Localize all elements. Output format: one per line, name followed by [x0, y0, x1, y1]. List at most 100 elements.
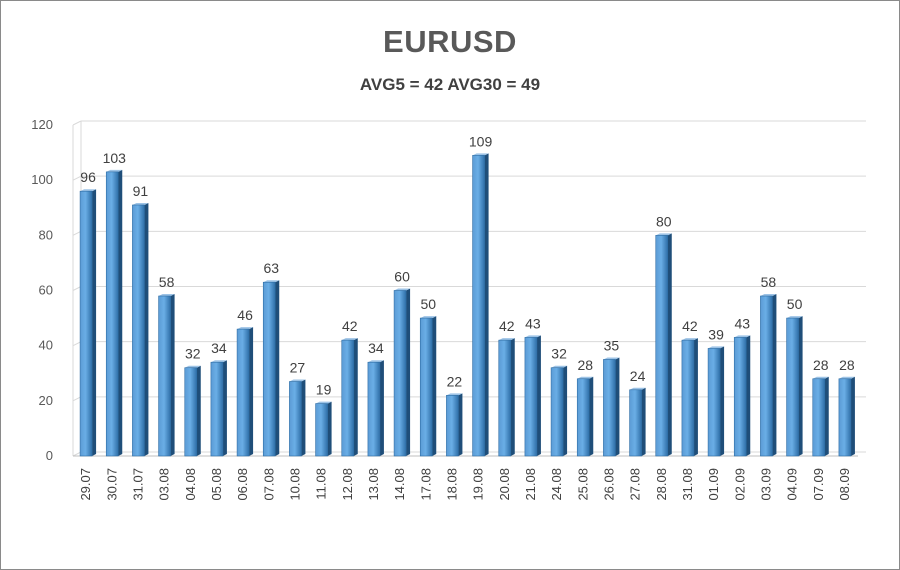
bar — [760, 295, 773, 457]
bar — [812, 378, 826, 457]
x-tick-label: 04.08 — [183, 468, 198, 501]
y-tick-label: 120 — [31, 117, 53, 132]
gridline-depth — [72, 396, 82, 402]
bar-top — [734, 335, 751, 338]
y-tick-label: 60 — [39, 283, 53, 298]
bar-top — [629, 387, 646, 390]
x-tick-label: 24.08 — [549, 468, 564, 501]
data-label: 80 — [656, 213, 672, 229]
data-label: 103 — [103, 150, 127, 166]
bar-top — [237, 327, 254, 330]
data-label: 63 — [263, 260, 279, 276]
bar-top — [158, 294, 175, 297]
bar-side — [249, 327, 254, 456]
data-label: 60 — [394, 269, 410, 285]
data-label: 58 — [761, 274, 777, 290]
bar — [733, 337, 747, 457]
gridline-depth — [72, 286, 82, 291]
bar-top — [80, 189, 97, 192]
bar-top — [289, 379, 306, 382]
bar-side — [170, 294, 175, 456]
bar — [79, 190, 93, 457]
y-tick-label: 20 — [39, 393, 53, 408]
bar — [132, 204, 145, 457]
bars — [79, 153, 855, 457]
bar — [786, 317, 799, 457]
x-tick-label: 28.08 — [654, 468, 669, 501]
gridline-depth — [72, 120, 82, 126]
bar-side — [641, 387, 646, 456]
bar-side — [720, 346, 725, 456]
bar-side — [144, 202, 149, 456]
data-label: 39 — [708, 326, 724, 342]
x-tick-label: 10.08 — [287, 468, 302, 501]
data-label: 50 — [787, 296, 803, 312]
y-axis: 0 20 40 60 80 100 120 — [31, 117, 53, 463]
y-tick-label: 80 — [39, 227, 53, 242]
bar-side — [850, 376, 855, 456]
data-label: 27 — [290, 360, 306, 376]
bar-top — [655, 233, 672, 236]
bar-side — [536, 335, 541, 456]
data-labels: 96 103 91 58 32 34 46 63 27 19 42 34 60 50 22 109 42 43 32… — [80, 133, 855, 397]
bar-side — [196, 365, 201, 456]
bar-top — [551, 365, 568, 368]
x-tick-label: 06.08 — [235, 468, 250, 501]
bar — [236, 328, 250, 457]
x-tick-label: 11.08 — [314, 468, 329, 500]
data-label: 42 — [342, 318, 358, 334]
data-label: 109 — [469, 133, 493, 149]
x-tick-label: 03.09 — [758, 468, 773, 501]
bar — [550, 367, 564, 457]
y-tick-label: 100 — [31, 172, 53, 187]
gridline-depth — [72, 341, 82, 347]
bar-side — [458, 393, 463, 456]
bar-side — [275, 280, 280, 456]
x-tick-label: 07.08 — [261, 468, 276, 501]
x-tick-label: 31.07 — [130, 468, 145, 501]
x-tick-label: 26.08 — [601, 468, 616, 501]
bar-top — [184, 365, 201, 368]
bar-top — [106, 169, 123, 172]
bar-top — [838, 376, 855, 379]
x-tick-label: 19.08 — [471, 468, 486, 501]
x-tick-label: 04.09 — [785, 468, 800, 501]
chart-title: EURUSD — [383, 24, 517, 59]
bar-top — [263, 280, 280, 283]
bar-top — [524, 335, 541, 338]
bar — [707, 348, 721, 457]
x-tick-label: 27.08 — [628, 468, 643, 501]
bar-side — [746, 335, 751, 456]
bar — [341, 339, 355, 457]
data-label: 42 — [499, 318, 515, 334]
bar-side — [432, 316, 437, 456]
bar-top — [315, 401, 332, 404]
data-label: 34 — [368, 340, 384, 356]
data-label: 19 — [316, 382, 332, 398]
data-label: 24 — [630, 368, 646, 384]
x-tick-label: 29.07 — [78, 468, 93, 501]
x-tick-label: 05.08 — [209, 468, 224, 501]
bar — [498, 339, 512, 457]
bar-side — [484, 153, 489, 456]
bar-side — [379, 360, 384, 456]
bar-side — [667, 233, 672, 456]
bar-side — [406, 288, 411, 456]
bar-side — [563, 365, 568, 456]
bar-side — [301, 379, 306, 456]
chart-subtitle: AVG5 = 42 AVG30 = 49 — [359, 75, 541, 94]
bar — [289, 381, 302, 457]
x-tick-label: 08.09 — [837, 468, 852, 501]
bar-side — [798, 316, 803, 456]
bar-top — [681, 338, 698, 341]
gridline-depth — [72, 230, 82, 236]
bar — [158, 295, 171, 457]
data-label: 96 — [80, 169, 96, 185]
bar — [367, 361, 381, 457]
bar-top — [394, 288, 411, 291]
x-tick-label: 17.08 — [418, 468, 433, 501]
bar — [838, 378, 852, 457]
x-tick-label: 21.08 — [523, 468, 538, 501]
bar-side — [693, 338, 698, 456]
gridline-depth — [72, 451, 82, 457]
